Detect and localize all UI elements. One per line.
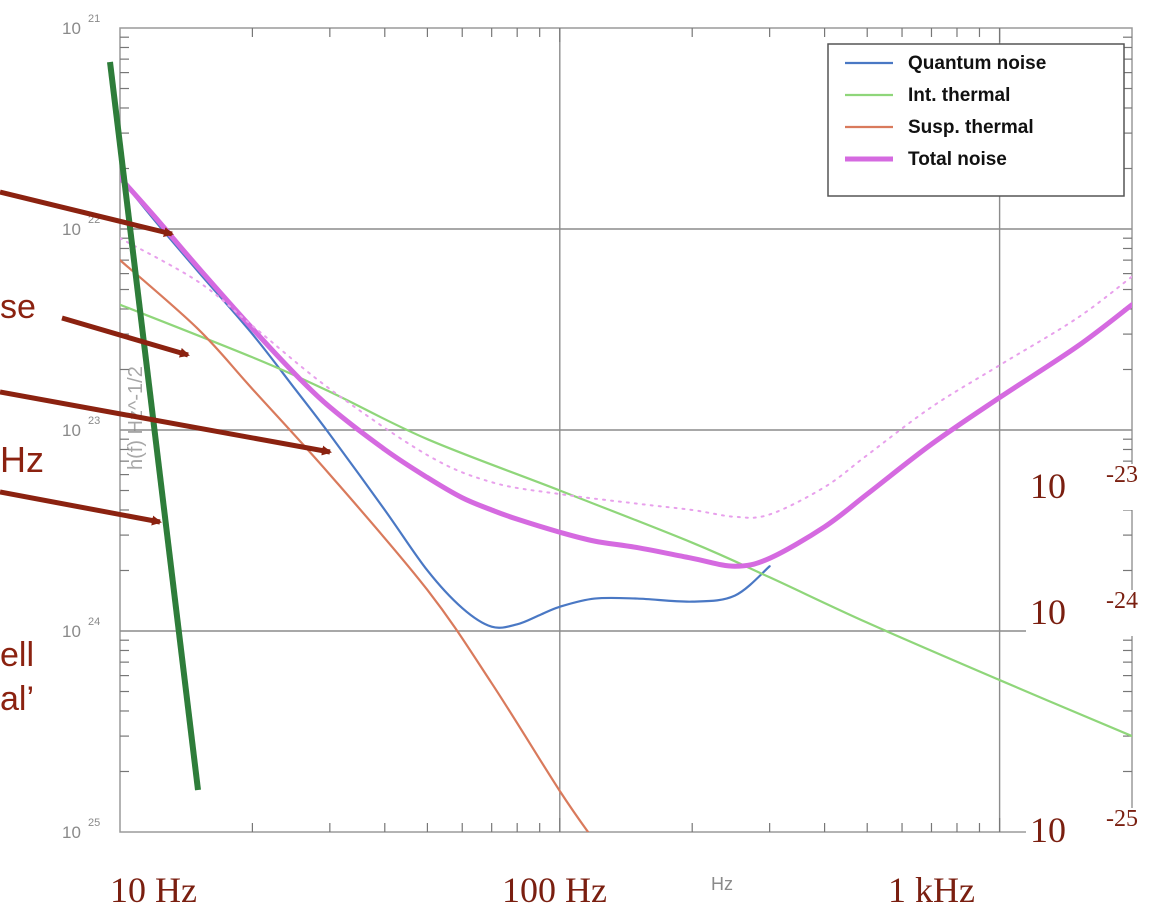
legend-items: Quantum noise Int. thermal Susp. thermal To… bbox=[845, 53, 1046, 170]
overlay-y-label: 10 bbox=[1030, 466, 1066, 506]
overlay-y-label-bg bbox=[1026, 464, 1167, 510]
legend-label: Susp. thermal bbox=[908, 117, 1034, 138]
annotation-arrow bbox=[61, 315, 190, 358]
series-susp-thermal bbox=[120, 259, 590, 832]
overlay-x-label-10hz: 10 Hz bbox=[110, 870, 197, 910]
legend-label: Int. thermal bbox=[908, 85, 1010, 106]
legend-box bbox=[827, 43, 1125, 197]
series-layer bbox=[120, 175, 1132, 832]
legend-label: Quantum noise bbox=[908, 53, 1046, 74]
y-tick-exponent: 23 bbox=[88, 415, 100, 427]
overlay-y-label: 10 bbox=[1030, 592, 1066, 632]
x-axis-label-fragment: Hz bbox=[711, 874, 733, 894]
annotation-arrows bbox=[0, 189, 332, 526]
overlay-y-label: 10 bbox=[1030, 810, 1066, 850]
legend-label: Total noise bbox=[908, 149, 1007, 170]
legend: Quantum noise Int. thermal Susp. thermal To… bbox=[827, 43, 1125, 197]
y-tick-label: 10 bbox=[62, 421, 81, 440]
annotation-text-2: Hz bbox=[0, 439, 44, 480]
overlay-y-label-bg bbox=[1026, 590, 1167, 636]
overlay-y-labels: 10 -23 10 -24 10 -25 bbox=[1026, 462, 1167, 854]
annotation-text-4: al’ bbox=[0, 680, 34, 718]
overlay-y-label-exponent: -24 bbox=[1106, 588, 1138, 614]
green-overlay-line bbox=[107, 61, 201, 791]
annotation-text-3: ell bbox=[0, 636, 34, 674]
y-tick-label: 10 bbox=[62, 622, 81, 641]
y-tick-label: 10 bbox=[62, 823, 81, 842]
overlay-x-label-1khz: 1 kHz bbox=[888, 870, 975, 910]
series-quantum-noise bbox=[120, 176, 771, 629]
overlay-y-label-bg bbox=[1026, 808, 1167, 854]
annotation-arrow bbox=[0, 489, 162, 526]
annotation-arrow bbox=[0, 189, 174, 237]
y-tick-exponent: 24 bbox=[88, 616, 100, 628]
annotation-text-1: se bbox=[0, 288, 36, 326]
y-tick-label: 10 bbox=[62, 19, 81, 38]
series-dotted-reference bbox=[120, 237, 1132, 519]
annotation-arrow bbox=[0, 389, 332, 456]
y-tick-label: 10 bbox=[62, 220, 81, 239]
y-tick-exponent: 21 bbox=[88, 13, 100, 25]
y-tick-exponent: 25 bbox=[88, 817, 100, 829]
overlay-x-label-100hz: 100 Hz bbox=[502, 870, 607, 910]
overlay-y-label-exponent: -23 bbox=[1106, 462, 1138, 488]
series-total-noise bbox=[120, 175, 1132, 569]
overlay-y-label-exponent: -25 bbox=[1106, 806, 1138, 832]
